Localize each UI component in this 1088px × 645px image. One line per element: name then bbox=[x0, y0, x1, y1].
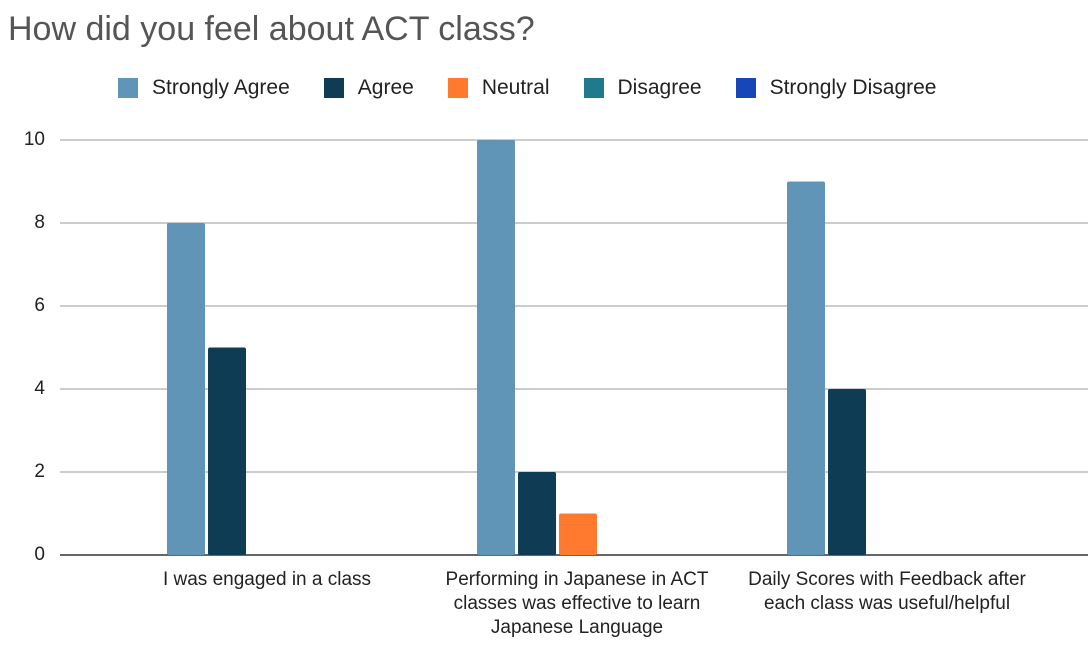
legend-label: Agree bbox=[357, 76, 414, 99]
legend-swatch bbox=[583, 78, 604, 98]
bar bbox=[518, 472, 556, 555]
bar bbox=[559, 513, 597, 555]
legend-item: Strongly Disagree bbox=[735, 76, 937, 100]
y-tick-label: 6 bbox=[34, 295, 45, 316]
legend: Strongly Agree Agree Neutral Disagree Strong… bbox=[118, 76, 936, 100]
y-tick-label: 2 bbox=[34, 461, 45, 482]
bar bbox=[477, 140, 515, 555]
x-tick-label: Daily Scores with Feedback after each cl… bbox=[748, 569, 1026, 614]
chart-title: How did you feel about ACT class? bbox=[8, 10, 535, 48]
legend-label: Strongly Disagree bbox=[769, 76, 937, 99]
legend-item: Agree bbox=[323, 76, 414, 100]
legend-item: Disagree bbox=[583, 76, 702, 100]
legend-label: Strongly Agree bbox=[152, 76, 290, 99]
legend-label: Disagree bbox=[617, 76, 702, 99]
y-tick-label: 4 bbox=[34, 378, 45, 399]
x-tick-label: Performing in Japanese in ACT classes wa… bbox=[445, 569, 709, 638]
legend-label: Neutral bbox=[481, 76, 550, 99]
legend-item: Strongly Agree bbox=[118, 76, 290, 100]
bar bbox=[208, 347, 246, 555]
bar bbox=[787, 181, 825, 555]
legend-swatch bbox=[735, 78, 756, 98]
y-tick-label: 8 bbox=[34, 212, 45, 233]
legend-swatch bbox=[323, 78, 344, 98]
y-tick-label: 0 bbox=[34, 544, 45, 565]
legend-swatch bbox=[118, 78, 138, 98]
legend-item: Neutral bbox=[447, 76, 550, 100]
bar bbox=[167, 223, 205, 555]
y-tick-label: 10 bbox=[24, 129, 45, 150]
bar bbox=[828, 389, 866, 555]
x-tick-label: I was engaged in a class bbox=[162, 569, 372, 590]
legend-swatch bbox=[447, 78, 468, 98]
